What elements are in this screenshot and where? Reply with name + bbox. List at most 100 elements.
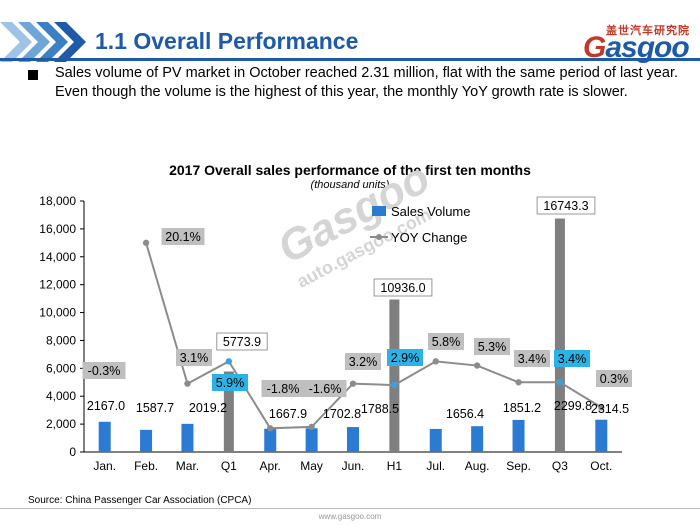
period-total-bar — [389, 299, 400, 452]
bar-value-label: 1587.7 — [136, 401, 174, 415]
x-tick-label: Q3 — [552, 459, 568, 473]
bar-value-label: 10936.0 — [380, 281, 425, 295]
yoy-point — [598, 404, 605, 411]
month-bar — [471, 426, 484, 452]
month-bar — [98, 421, 111, 452]
bar-value-box — [216, 332, 268, 351]
x-tick-label: Sep. — [506, 459, 531, 473]
y-tick-label: 2,000 — [46, 417, 76, 431]
yoy-label: 2.9% — [391, 351, 420, 365]
bar-value-label: 2314.5 — [591, 402, 629, 416]
bar-value-label: 5773.9 — [223, 335, 261, 349]
legend-label-sales: Sales Volume — [391, 204, 471, 219]
yoy-label: 5.8% — [432, 335, 461, 349]
y-tick-label: 18,000 — [39, 194, 76, 208]
yoy-point — [225, 358, 233, 365]
bar-value-label: 2019.2 — [189, 401, 227, 415]
page-title: 1.1 Overall Performance — [95, 28, 359, 54]
legend-bar-swatch — [372, 206, 386, 216]
yoy-label-box — [161, 228, 205, 245]
x-tick-label: Jun. — [342, 459, 365, 473]
y-tick-label: 16,000 — [39, 222, 76, 236]
yoy-label-box — [428, 333, 464, 350]
month-bar — [595, 419, 608, 452]
yoy-line — [145, 242, 602, 430]
yoy-label-box — [474, 338, 510, 355]
chevron-arrows-icon — [0, 22, 86, 62]
x-tick-label: Oct. — [590, 459, 612, 473]
yoy-label: 0.3% — [600, 372, 629, 386]
yoy-point — [184, 380, 191, 387]
y-tick-label: 0 — [69, 445, 76, 459]
month-bar — [264, 428, 277, 452]
yoy-label-box — [387, 349, 423, 366]
x-tick-label: Feb. — [134, 459, 158, 473]
yoy-label: 3.1% — [180, 351, 209, 365]
bar-value-box — [373, 278, 433, 297]
yoy-label-box — [554, 350, 590, 367]
yoy-label: 20.1% — [165, 230, 200, 244]
x-tick-label: Jul. — [426, 459, 445, 473]
yoy-point — [432, 358, 439, 365]
yoy-label: -1.6% — [309, 382, 342, 396]
yoy-label-box — [261, 380, 305, 397]
summary-text: Sales volume of PV market in October rea… — [55, 65, 678, 100]
header-divider — [0, 58, 700, 61]
yoy-label-box — [345, 353, 381, 370]
yoy-label: 3.4% — [558, 352, 587, 366]
yoy-label-box — [176, 349, 212, 366]
yoy-point — [556, 379, 564, 386]
bar-value-label: 1656.4 — [446, 407, 484, 421]
yoy-label-box — [514, 350, 550, 367]
yoy-label: 5.9% — [216, 376, 245, 390]
chart-subtitle: (thousand units) — [310, 179, 390, 191]
y-tick-label: 10,000 — [39, 306, 76, 320]
yoy-label-box — [303, 380, 347, 397]
x-tick-label: Aug. — [465, 459, 490, 473]
x-tick-label: Jan. — [93, 459, 116, 473]
yoy-point — [308, 423, 315, 431]
y-tick-label: 12,000 — [39, 278, 76, 292]
month-bar — [305, 428, 318, 452]
source-note: Source: China Passenger Car Association … — [28, 495, 252, 506]
x-tick-label: H1 — [387, 459, 403, 473]
x-tick-label: May — [300, 459, 323, 473]
yoy-point — [473, 362, 481, 369]
bar-value-box — [536, 196, 596, 215]
legend-line-marker — [376, 234, 382, 240]
y-tick-label: 6,000 — [46, 361, 76, 375]
period-total-bar — [554, 218, 565, 452]
month-bar — [429, 428, 442, 452]
period-total-bar — [223, 371, 234, 452]
footer-divider — [0, 508, 700, 509]
bar-value-label: 1851.2 — [503, 401, 541, 415]
bullet-square-icon — [28, 70, 38, 80]
month-bar — [512, 419, 525, 452]
month-bar — [347, 427, 359, 452]
bar-value-label: 16743.3 — [543, 199, 588, 213]
legend-label-yoy: YOY Change — [391, 230, 467, 245]
yoy-label: 3.4% — [518, 352, 547, 366]
yoy-label: 5.3% — [478, 340, 507, 354]
yoy-label: 3.2% — [349, 355, 378, 369]
y-tick-label: 4,000 — [46, 389, 76, 403]
yoy-label-box — [82, 362, 126, 379]
x-tick-label: Apr. — [260, 459, 281, 473]
logo-g: G — [583, 31, 606, 64]
footer-site: www.gasgoo.com — [318, 512, 382, 521]
logo-chinese-text: 盖世汽车研究院 — [606, 25, 690, 37]
yoy-label: -1.8% — [267, 382, 300, 396]
x-tick-label: Q1 — [221, 459, 237, 473]
bar-value-label: 2299.8 — [554, 399, 592, 413]
y-tick-label: 14,000 — [39, 250, 76, 264]
month-bar — [181, 423, 194, 452]
bar-value-label: 1788.5 — [361, 402, 399, 416]
yoy-point — [391, 381, 398, 389]
bar-value-label: 1667.9 — [269, 407, 307, 421]
bar-value-label: 2167.0 — [87, 399, 125, 413]
yoy-label: -0.3% — [88, 364, 121, 378]
yoy-label-box — [596, 370, 632, 387]
chart-title: 2017 Overall sales performance of the fi… — [169, 162, 531, 178]
yoy-point — [349, 380, 357, 387]
